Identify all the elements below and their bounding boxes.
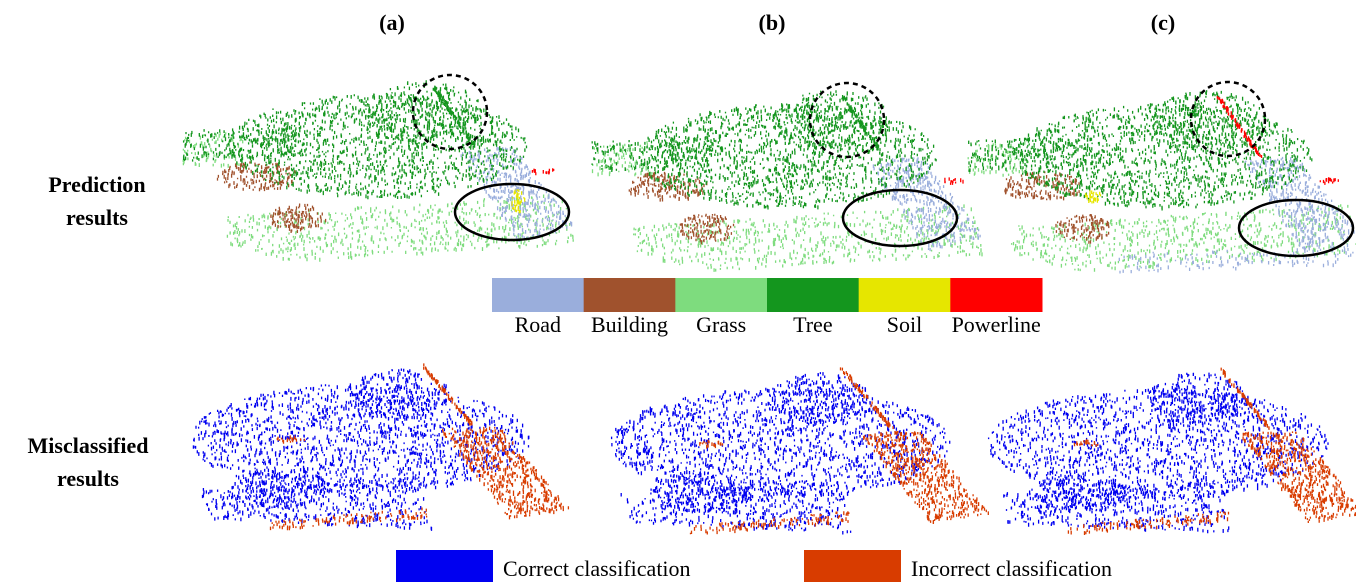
row-label: Prediction [48, 172, 145, 197]
point-cloud-points [1320, 177, 1338, 185]
point-cloud-points [227, 195, 573, 262]
legend-swatch [950, 278, 1042, 312]
legend: Road Building Grass Tree Soil Powerline Correc… [396, 278, 1112, 582]
point-cloud-points [1013, 103, 1312, 210]
legend-label: Soil [887, 312, 922, 337]
point-cloud-points [532, 168, 553, 175]
point-cloud-points [593, 141, 652, 177]
highlight-marks [413, 75, 1353, 256]
legend-label: Grass [696, 312, 746, 337]
legend-swatch [767, 278, 859, 312]
legend-label: Tree [793, 312, 833, 337]
legend-label: Correct classification [503, 556, 691, 581]
point-cloud-points [1004, 481, 1229, 533]
legend-label: Incorrect classification [911, 556, 1112, 581]
point-cloud-points [277, 435, 304, 443]
legend-label: Road [515, 312, 561, 337]
point-cloud-points [424, 363, 472, 425]
legend-swatch [396, 550, 493, 582]
legend-swatch [804, 550, 901, 582]
column-title: (a) [379, 10, 405, 35]
row-label: results [66, 205, 128, 230]
point-cloud-points [1243, 431, 1356, 523]
legend-swatch [492, 278, 584, 312]
point-cloud-points [773, 372, 868, 424]
point-cloud-points [945, 177, 963, 185]
point-cloud-points [989, 387, 1328, 500]
point-cloud-points [1068, 511, 1228, 535]
legend-label: Powerline [952, 312, 1041, 337]
point-cloud-points [612, 388, 950, 500]
row-label: Misclassified [28, 433, 149, 458]
point-cloud-points [1075, 439, 1098, 447]
column-title: (c) [1151, 10, 1175, 35]
legend-label: Building [591, 312, 668, 337]
point-cloud-points [691, 511, 849, 534]
point-cloud-points [1005, 171, 1079, 200]
point-cloud-points [700, 440, 723, 449]
column-title: (b) [759, 10, 786, 35]
point-cloud-points [271, 204, 326, 234]
page: {"columns": ["(a)", "(b)", "(c)"], "rows… [0, 0, 1356, 582]
figure: (a) (b) (c) Prediction results Misclassi… [0, 0, 1356, 582]
legend-swatch [859, 278, 951, 312]
legend-swatch [584, 278, 676, 312]
row-label: results [57, 466, 119, 491]
legend-swatch [675, 278, 767, 312]
